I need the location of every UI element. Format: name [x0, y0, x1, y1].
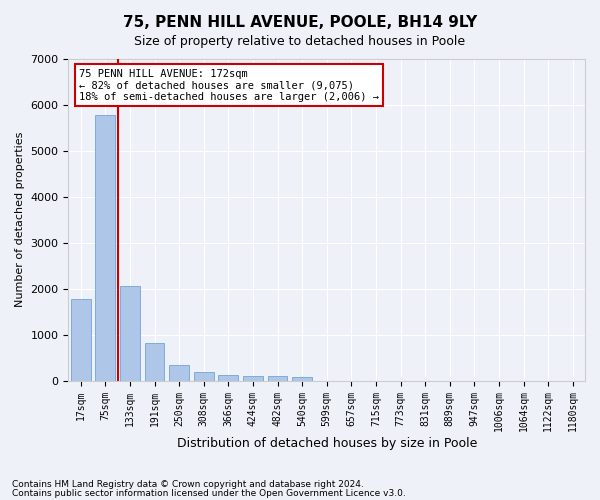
Text: 75, PENN HILL AVENUE, POOLE, BH14 9LY: 75, PENN HILL AVENUE, POOLE, BH14 9LY — [123, 15, 477, 30]
Bar — [292, 377, 312, 380]
Text: Contains HM Land Registry data © Crown copyright and database right 2024.: Contains HM Land Registry data © Crown c… — [12, 480, 364, 489]
Text: 75 PENN HILL AVENUE: 172sqm
← 82% of detached houses are smaller (9,075)
18% of : 75 PENN HILL AVENUE: 172sqm ← 82% of det… — [79, 68, 379, 102]
Bar — [71, 299, 91, 380]
Bar — [145, 343, 164, 380]
X-axis label: Distribution of detached houses by size in Poole: Distribution of detached houses by size … — [176, 437, 477, 450]
Bar — [120, 286, 140, 380]
Text: Contains public sector information licensed under the Open Government Licence v3: Contains public sector information licen… — [12, 488, 406, 498]
Bar — [194, 372, 214, 380]
Bar — [268, 376, 287, 380]
Bar — [169, 365, 189, 380]
Bar — [95, 115, 115, 380]
Text: Size of property relative to detached houses in Poole: Size of property relative to detached ho… — [134, 35, 466, 48]
Bar — [243, 376, 263, 380]
Bar — [218, 375, 238, 380]
Y-axis label: Number of detached properties: Number of detached properties — [15, 132, 25, 308]
